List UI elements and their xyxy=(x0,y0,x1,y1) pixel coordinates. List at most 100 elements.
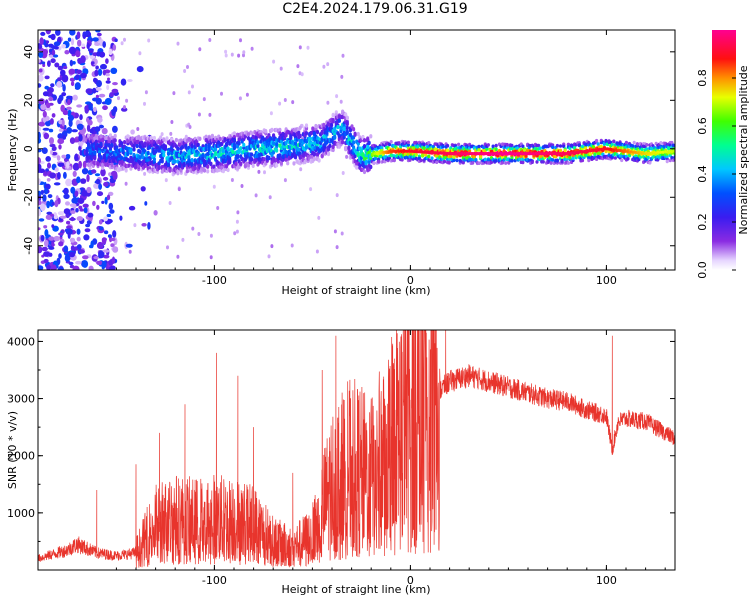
heatmap-cell xyxy=(50,213,54,217)
heatmap-cell xyxy=(477,144,481,149)
heatmap-cell xyxy=(68,261,74,266)
heatmap-cell xyxy=(41,61,46,65)
heatmap-cell xyxy=(165,136,169,141)
heatmap-cell xyxy=(52,146,57,151)
heatmap-cell xyxy=(190,162,194,168)
heatmap-cell xyxy=(315,129,320,135)
heatmap-cell xyxy=(84,228,91,233)
heatmap-cell xyxy=(201,153,205,158)
heatmap-cell xyxy=(297,147,301,152)
heatmap-cell xyxy=(270,127,274,133)
heatmap-cell xyxy=(341,171,345,175)
heatmap-cell xyxy=(103,216,108,222)
heatmap-cell xyxy=(333,126,337,131)
heatmap-cell xyxy=(71,197,79,204)
heatmap-cell xyxy=(75,260,82,265)
heatmap-cell xyxy=(408,158,412,162)
heatmap-cell xyxy=(638,155,643,159)
heatmap-cell xyxy=(188,125,192,129)
colorbar-tick-label: 0.2 xyxy=(696,213,709,231)
heatmap-cell xyxy=(38,157,41,165)
heatmap-cell xyxy=(130,129,135,135)
spectrogram-heatmap xyxy=(38,30,675,270)
heatmap-cell xyxy=(94,42,101,46)
heatmap-cell xyxy=(416,145,420,149)
heatmap-cell xyxy=(449,154,453,159)
heatmap-cell xyxy=(422,143,426,147)
heatmap-cell xyxy=(330,122,334,128)
heatmap-cell xyxy=(292,161,296,166)
colorbar-ticks: 0.0 0.2 0.4 0.6 0.8 xyxy=(696,69,736,279)
heatmap-cell xyxy=(331,144,335,150)
heatmap-cell xyxy=(278,101,282,106)
heatmap-cell xyxy=(166,151,171,156)
heatmap-cell xyxy=(93,155,97,161)
heatmap-cell xyxy=(38,200,42,206)
heatmap-cell xyxy=(236,210,240,215)
heatmap-cell xyxy=(176,41,180,46)
heatmap-cell xyxy=(51,151,58,156)
heatmap-cell xyxy=(82,160,87,169)
heatmap-cell xyxy=(70,186,76,194)
heatmap-cell xyxy=(121,107,128,112)
heatmap-cell xyxy=(93,106,97,113)
heatmap-cell xyxy=(356,131,360,137)
heatmap-cell xyxy=(126,151,130,157)
heatmap-cell xyxy=(70,245,75,252)
heatmap-cell xyxy=(631,144,635,148)
heatmap-cell xyxy=(250,131,254,136)
heatmap-cell xyxy=(51,49,56,56)
heatmap-cell xyxy=(435,160,439,164)
heatmap-cell xyxy=(121,148,125,153)
heatmap-cell xyxy=(234,161,238,166)
heatmap-cell xyxy=(101,237,107,245)
heatmap-cell xyxy=(562,144,566,149)
heatmap-cell xyxy=(84,106,89,114)
heatmap-cell xyxy=(471,161,475,165)
heatmap-cell xyxy=(110,237,116,242)
heatmap-cell xyxy=(38,126,41,132)
heatmap-cell xyxy=(148,169,152,174)
heatmap-cell xyxy=(264,129,268,134)
heatmap-cell xyxy=(162,153,166,158)
heatmap-cell xyxy=(558,144,563,148)
heatmap-cell xyxy=(571,156,575,161)
heatmap-cell xyxy=(596,142,600,146)
heatmap-cell xyxy=(44,239,49,247)
heatmap-cell xyxy=(112,82,118,86)
heatmap-cell xyxy=(510,143,514,148)
heatmap-cell xyxy=(153,210,158,216)
heatmap-cell xyxy=(107,155,111,160)
heatmap-cell xyxy=(92,97,99,102)
heatmap-cell xyxy=(238,96,242,101)
heatmap-cell xyxy=(232,138,236,144)
heatmap-cell xyxy=(78,146,82,152)
heatmap-cell xyxy=(648,161,652,165)
heatmap-cell xyxy=(87,212,94,218)
heatmap-cell xyxy=(160,132,164,137)
heatmap-cell xyxy=(251,163,255,168)
heatmap-cell xyxy=(491,144,495,149)
heatmap-cell xyxy=(670,140,674,145)
heatmap-cell xyxy=(94,126,101,133)
heatmap-cell xyxy=(111,108,116,117)
heatmap-cell xyxy=(204,134,208,139)
heatmap-cell xyxy=(110,142,114,148)
heatmap-cell xyxy=(335,245,339,250)
snr-panel: -100 0 100 1000 2000 3000 4000 Height of strai… xyxy=(6,329,676,596)
heatmap-cell xyxy=(105,80,111,84)
heatmap-cell xyxy=(99,155,103,160)
heatmap-cell xyxy=(668,158,672,163)
heatmap-cell xyxy=(268,195,272,200)
heatmap-cell xyxy=(339,99,343,104)
heatmap-cell xyxy=(246,163,251,168)
heatmap-cell xyxy=(344,112,348,117)
heatmap-cell xyxy=(446,143,450,148)
heatmap-cell xyxy=(114,38,118,42)
heatmap-cell xyxy=(372,161,376,166)
heatmap-cell xyxy=(43,258,49,264)
heatmap-cell xyxy=(558,148,563,153)
heatmap-cell xyxy=(44,75,50,80)
heatmap-cell xyxy=(174,137,178,143)
heatmap-cell xyxy=(38,218,45,222)
